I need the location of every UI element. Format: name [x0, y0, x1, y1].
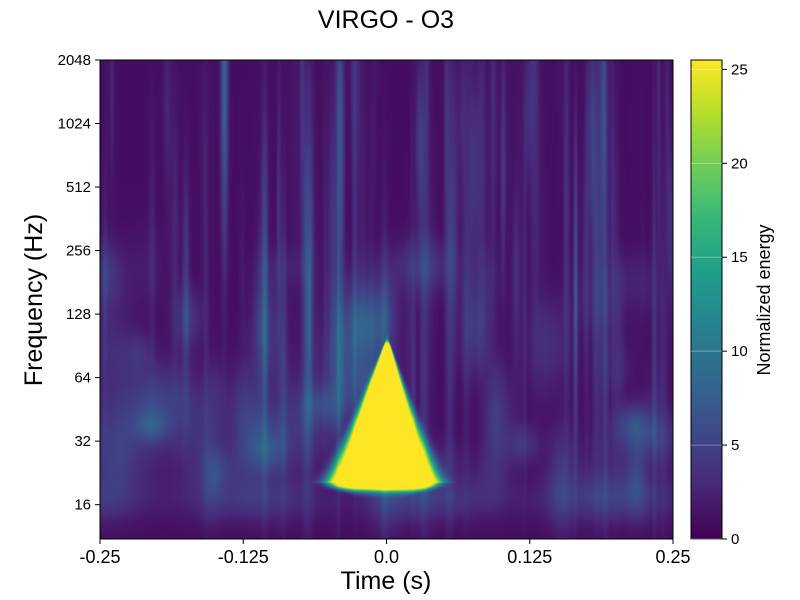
y-tick-label: 512 — [66, 179, 91, 196]
colorbar-tick-label: 10 — [731, 343, 748, 360]
y-tick-label: 256 — [66, 243, 91, 260]
plot-area — [99, 59, 674, 540]
colorbar-label: Normalized energy — [754, 224, 774, 375]
y-axis: 16 32 64 128 256 512 1024 2048 — [58, 52, 100, 514]
colorbar-tick-label: 25 — [731, 61, 748, 78]
chart-title: VIRGO - O3 — [318, 6, 454, 34]
y-axis-label: Frequency (Hz) — [20, 214, 48, 386]
x-axis: -0.25 -0.125 0.0 0.125 0.25 — [79, 539, 691, 567]
x-tick-label: 0.125 — [507, 547, 552, 567]
y-tick-label: 2048 — [58, 52, 91, 69]
x-tick-label: -0.125 — [218, 547, 269, 567]
heatmap-image-container — [100, 60, 673, 539]
colorbar: 0 5 10 15 20 25 Normalized energy — [690, 59, 774, 548]
y-tick-label: 64 — [74, 370, 91, 387]
colorbar-tick-label: 5 — [731, 437, 739, 454]
x-tick-label: -0.25 — [79, 547, 120, 567]
colorbar-ticks: 0 5 10 15 20 25 — [691, 61, 748, 548]
y-tick-label: 16 — [74, 497, 91, 514]
colorbar-frame — [690, 59, 723, 540]
y-tick-label: 32 — [74, 433, 91, 450]
colorbar-tick-label: 20 — [731, 155, 748, 172]
y-tick-label: 1024 — [58, 116, 91, 133]
colorbar-tick-label: 15 — [731, 249, 748, 266]
x-tick-label: 0.25 — [655, 547, 690, 567]
spectrogram-heatmap — [100, 60, 673, 539]
colorbar-tick-label: 0 — [731, 531, 739, 548]
colorbar-gradient — [691, 60, 722, 539]
y-tick-label: 128 — [66, 306, 91, 323]
x-tick-label: 0.0 — [374, 547, 399, 567]
x-axis-label: Time (s) — [341, 567, 432, 595]
